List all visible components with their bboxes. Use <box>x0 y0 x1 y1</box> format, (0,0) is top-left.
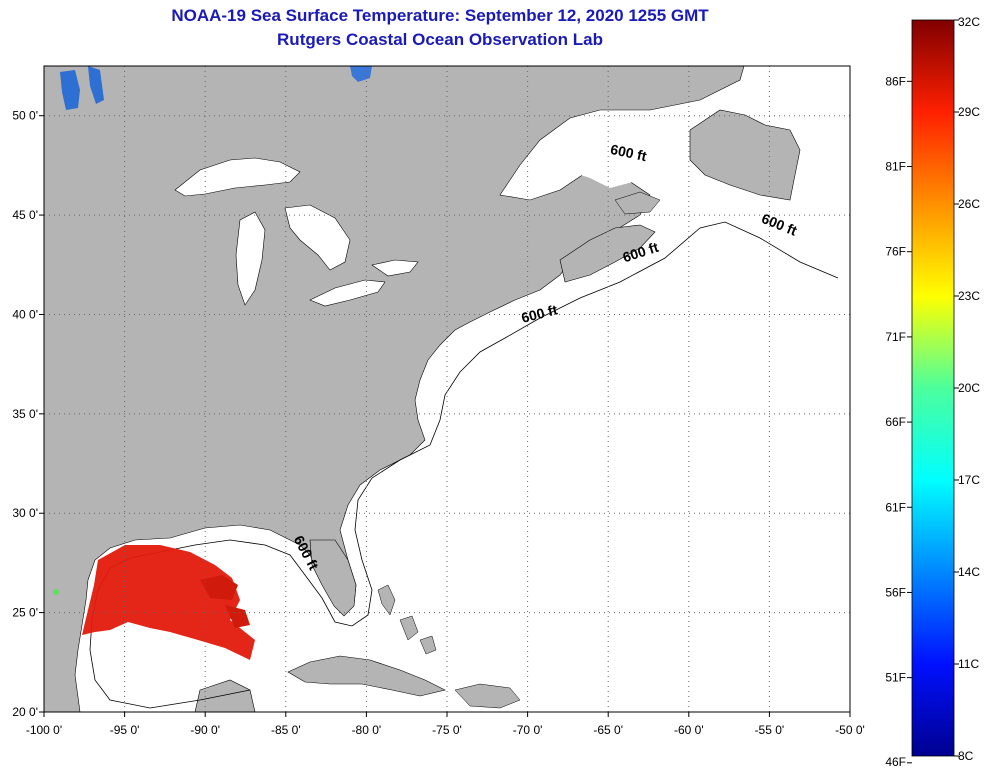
lake-ontario <box>371 259 419 277</box>
lat-tick-label: 40 0' <box>12 307 38 321</box>
sst-pixel-cool <box>53 589 59 595</box>
sst-coverage-gulf <box>82 545 255 660</box>
lat-tick-label: 35 0' <box>12 407 38 421</box>
colorbar-f-label: 66F <box>885 415 906 429</box>
lon-tick-label: -75 0' <box>432 723 462 737</box>
lat-tick-label: 30 0' <box>12 506 38 520</box>
colorbar-c-label: 8C <box>958 749 974 763</box>
lat-tick-label: 25 0' <box>12 606 38 620</box>
lake-michigan <box>235 211 266 306</box>
colorbar-c-label: 20C <box>958 381 980 395</box>
lake-huron <box>284 204 351 271</box>
isobath-label: 600 ft <box>609 141 648 164</box>
lake-superior <box>174 157 301 197</box>
yucatan-land <box>194 679 256 712</box>
colorbar-c-label: 17C <box>958 473 980 487</box>
hudson-bay-edge <box>350 66 372 82</box>
lon-tick-label: -80 0' <box>352 723 382 737</box>
colorbar-f-label: 76F <box>885 245 906 259</box>
lon-tick-label: -65 0' <box>593 723 623 737</box>
bahamas-islands <box>377 584 437 655</box>
colorbar-c-label: 26C <box>958 197 980 211</box>
colorbar-fahrenheit-labels: 86F 81F 76F 71F 66F 61F 56F 51F 46F <box>885 74 912 769</box>
colorbar-f-label: 81F <box>885 160 906 174</box>
longitude-axis: -100 0' -95 0' -90 0' -85 0' -80 0' -75 0' -70… <box>26 712 865 737</box>
northern-lakes <box>60 66 104 110</box>
lon-tick-label: -60 0' <box>674 723 704 737</box>
colorbar-celsius-labels: 32C 29C 26C 23C 20C 17C 14C 11C 8C <box>954 15 980 763</box>
hispaniola-island <box>454 683 521 709</box>
florida-peninsula <box>309 539 357 617</box>
colorbar <box>911 19 955 757</box>
colorbar-f-label: 61F <box>885 500 906 514</box>
lon-tick-label: -95 0' <box>110 723 140 737</box>
lon-tick-label: -100 0' <box>26 723 62 737</box>
colorbar-f-label: 56F <box>885 585 906 599</box>
gulf-of-st-lawrence <box>545 112 670 188</box>
lat-tick-label: 20 0' <box>12 705 38 719</box>
lat-tick-label: 45 0' <box>12 208 38 222</box>
lon-tick-label: -50 0' <box>835 723 865 737</box>
colorbar-c-label: 29C <box>958 105 980 119</box>
latitude-axis: 50 0' 45 0' 40 0' 35 0' 30 0' 25 0' 20 0' <box>12 109 44 719</box>
colorbar-c-label: 11C <box>958 657 979 671</box>
map-title: NOAA-19 Sea Surface Temperature: Septemb… <box>171 6 709 25</box>
lat-tick-label: 50 0' <box>12 109 38 123</box>
lon-tick-label: -70 0' <box>513 723 543 737</box>
lon-tick-label: -85 0' <box>271 723 301 737</box>
colorbar-f-label: 46F <box>885 755 906 769</box>
lon-tick-label: -90 0' <box>190 723 220 737</box>
colorbar-c-label: 23C <box>958 289 980 303</box>
cape-breton-land <box>614 191 661 215</box>
north-america-land <box>44 66 745 712</box>
nova-scotia-land <box>559 224 656 283</box>
colorbar-c-label: 32C <box>958 15 980 29</box>
newfoundland-land <box>689 109 801 201</box>
colorbar-f-label: 86F <box>885 74 906 88</box>
map-subtitle: Rutgers Coastal Ocean Observation Lab <box>277 30 603 49</box>
sst-coverage-fragments <box>200 575 250 628</box>
colorbar-f-label: 71F <box>885 330 906 344</box>
lon-tick-label: -55 0' <box>755 723 785 737</box>
colorbar-f-label: 51F <box>885 671 906 685</box>
colorbar-c-label: 14C <box>958 565 980 579</box>
